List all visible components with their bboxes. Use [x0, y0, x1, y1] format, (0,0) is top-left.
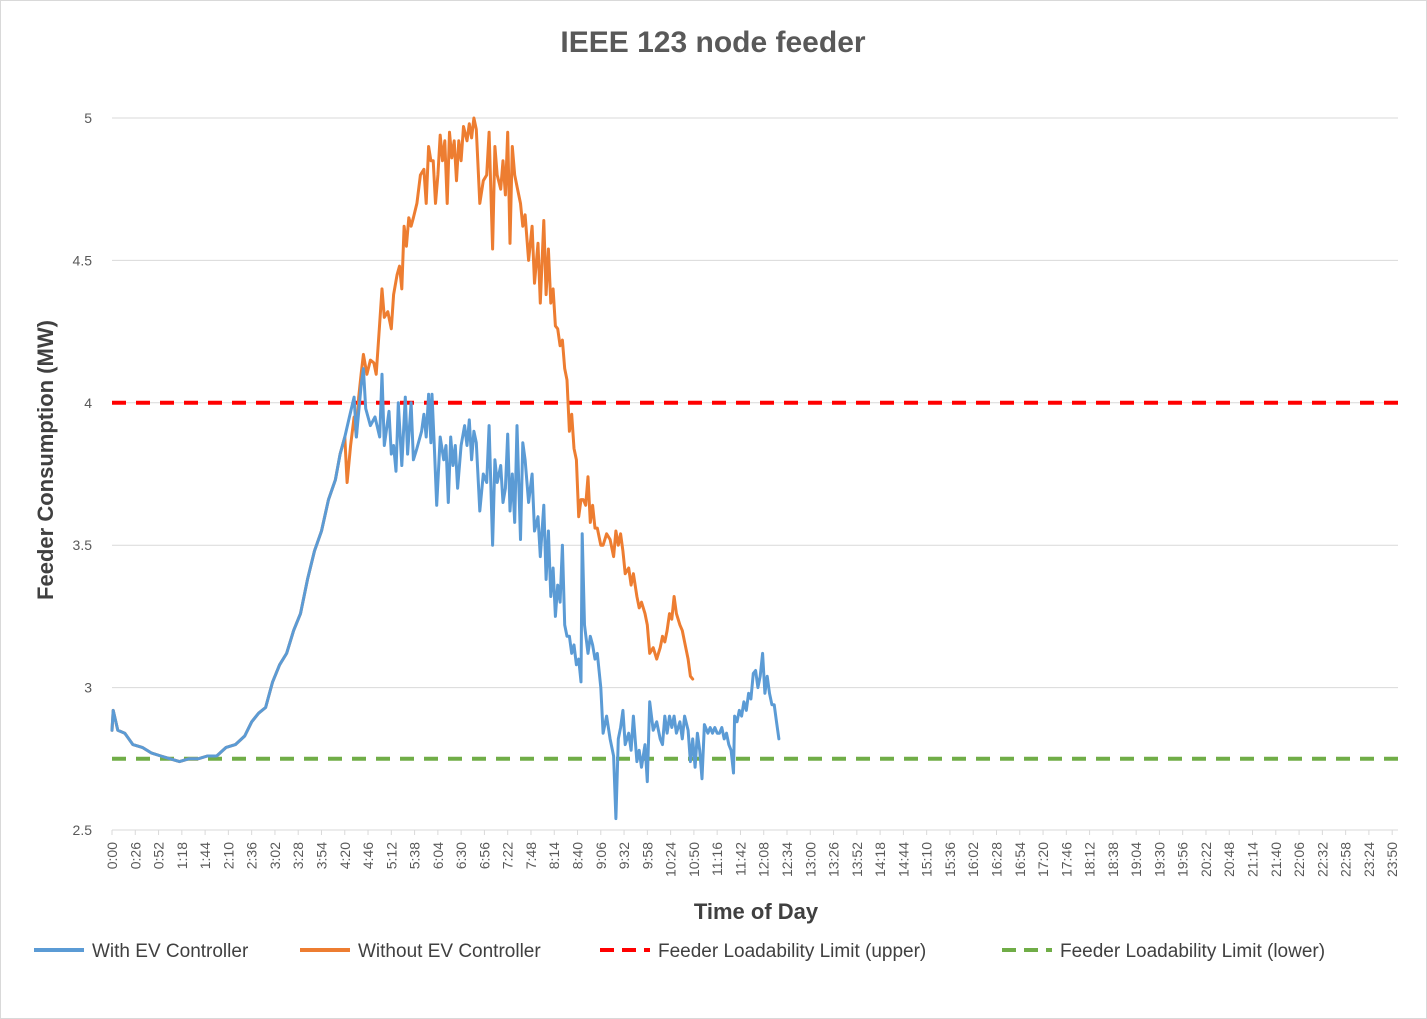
- x-tick-label: 3:28: [290, 842, 306, 869]
- legend-label-feeder-loadability-limit-lower: Feeder Loadability Limit (lower): [1060, 941, 1325, 962]
- y-axis-title: Feeder Consumption (MW): [33, 320, 58, 600]
- x-tick-label: 19:56: [1175, 842, 1191, 877]
- legend-label-feeder-loadability-limit-upper: Feeder Loadability Limit (upper): [658, 941, 926, 962]
- x-tick-label: 18:38: [1105, 842, 1121, 877]
- x-tick-label: 15:10: [919, 842, 935, 877]
- x-tick-label: 4:46: [360, 842, 376, 869]
- x-tick-label: 9:32: [616, 842, 632, 869]
- series-line-with-ev-controller: [110, 367, 781, 821]
- chart-title: IEEE 123 node feeder: [560, 26, 865, 59]
- x-tick-label: 7:48: [523, 842, 539, 869]
- y-tick-label: 4.5: [73, 252, 93, 268]
- y-tick-label: 2.5: [73, 822, 93, 838]
- y-tick-label: 3.5: [73, 537, 93, 553]
- x-tick-label: 13:26: [826, 842, 842, 877]
- x-tick-label: 6:56: [476, 842, 492, 869]
- x-axis-title: Time of Day: [694, 899, 819, 924]
- x-tick-label: 16:54: [1012, 842, 1028, 877]
- x-tick-label: 13:52: [849, 842, 865, 877]
- x-tick-label: 22:06: [1291, 842, 1307, 877]
- x-tick-label: 6:30: [453, 842, 469, 869]
- gridlines: [112, 117, 1398, 831]
- x-tick-label: 23:50: [1384, 842, 1400, 877]
- x-tick-label: 3:54: [313, 842, 329, 869]
- x-tick-label: 2:10: [220, 842, 236, 869]
- x-tick-label: 1:44: [197, 842, 213, 869]
- x-tick-label: 15:36: [942, 842, 958, 877]
- legend: With EV Controller Without EV Controller F…: [34, 941, 1325, 962]
- x-tick-label: 22:32: [1314, 842, 1330, 877]
- y-tick-label: 3: [84, 680, 92, 696]
- x-tick-label: 22:58: [1338, 842, 1354, 877]
- x-tick-label: 8:40: [570, 842, 586, 869]
- x-tick-label: 20:22: [1198, 842, 1214, 877]
- x-tick-label: 5:12: [383, 842, 399, 869]
- x-tick-label: 18:12: [1082, 842, 1098, 877]
- legend-label-with-ev-controller: With EV Controller: [92, 941, 249, 962]
- x-tick-label: 0:26: [127, 842, 143, 869]
- x-tick-label: 14:18: [872, 842, 888, 877]
- x-tick-label: 19:30: [1151, 842, 1167, 877]
- x-tick-label: 17:46: [1058, 842, 1074, 877]
- x-tick-label: 12:34: [779, 842, 795, 877]
- x-tick-label: 10:24: [663, 842, 679, 877]
- x-tick-label: 21:14: [1245, 842, 1261, 877]
- y-axis-ticks: 2.5 3 3.5 4 4.5 5: [73, 110, 93, 838]
- series-layer: [110, 116, 1398, 821]
- x-tick-label: 17:20: [1035, 842, 1051, 877]
- x-tick-label: 16:28: [988, 842, 1004, 877]
- x-tick-label: 16:02: [965, 842, 981, 877]
- x-tick-label: 11:16: [709, 842, 725, 876]
- x-tick-label: 13:00: [802, 842, 818, 877]
- x-tick-label: 12:08: [756, 842, 772, 877]
- x-tick-label: 6:04: [430, 842, 446, 869]
- x-tick-label: 9:06: [593, 842, 609, 869]
- x-tick-label: 20:48: [1221, 842, 1237, 877]
- x-tick-label: 11:42: [732, 842, 748, 876]
- y-tick-label: 4: [84, 395, 92, 411]
- x-tick-label: 21:40: [1268, 842, 1284, 877]
- x-tick-label: 1:18: [174, 842, 190, 869]
- x-tick-label: 4:20: [337, 842, 353, 869]
- x-tick-label: 8:14: [546, 842, 562, 869]
- y-tick-label: 5: [84, 110, 92, 126]
- x-axis-ticks: 0:00 0:26 0:52 1:18 1:44 2:10 2:36 3:02 3:28 3:54…: [104, 830, 1400, 877]
- x-tick-label: 0:00: [104, 842, 120, 869]
- legend-label-without-ev-controller: Without EV Controller: [358, 941, 541, 962]
- x-tick-label: 10:50: [686, 842, 702, 877]
- x-tick-label: 7:22: [500, 842, 516, 869]
- x-tick-label: 5:38: [407, 842, 423, 869]
- x-tick-label: 2:36: [244, 842, 260, 869]
- x-tick-label: 23:24: [1361, 842, 1377, 877]
- x-tick-label: 0:52: [151, 842, 167, 869]
- x-tick-label: 14:44: [895, 842, 911, 877]
- x-tick-label: 3:02: [267, 842, 283, 869]
- x-tick-label: 9:58: [639, 842, 655, 869]
- x-tick-label: 19:04: [1128, 842, 1144, 877]
